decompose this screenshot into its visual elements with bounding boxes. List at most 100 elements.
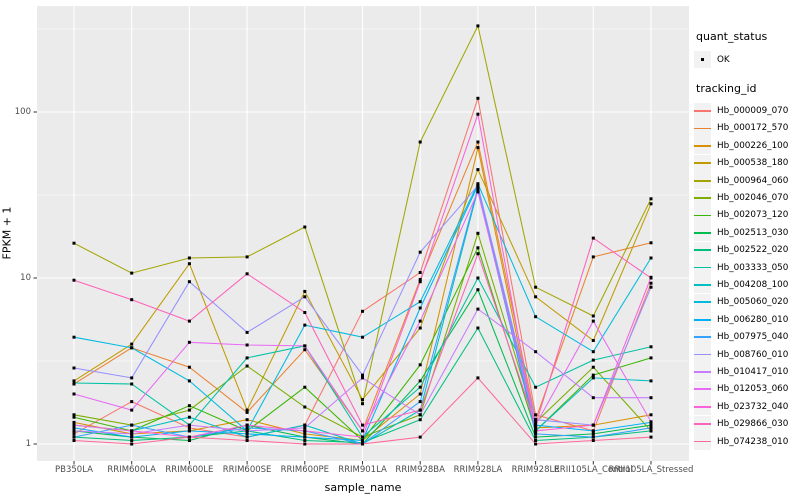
data-point	[303, 423, 307, 427]
data-point	[476, 182, 480, 186]
data-point	[591, 396, 595, 400]
legend-items-tracking-id: Hb_000009_070 Hb_000172_570 Hb_000226_100 H…	[694, 102, 799, 450]
legend-item-Hb_002513_030: Hb_002513_030	[694, 224, 799, 242]
data-point	[418, 379, 422, 383]
data-point	[591, 255, 595, 259]
data-point	[72, 413, 76, 417]
data-point	[476, 146, 480, 150]
legend-label: Hb_006280_010	[717, 314, 789, 325]
legend-item-Hb_005060_020: Hb_005060_020	[694, 293, 799, 311]
data-point	[72, 429, 76, 433]
data-point	[130, 400, 134, 404]
data-point	[534, 385, 538, 389]
legend-label: Hb_005060_020	[717, 297, 789, 308]
x-tick-label: RRIM600PE	[280, 465, 329, 475]
legend-item-Hb_002046_070: Hb_002046_070	[694, 189, 799, 207]
data-point	[361, 402, 364, 406]
legend-label: Hb_003333_050	[717, 262, 789, 273]
x-tick-label: RRII105LA_Control	[553, 465, 633, 475]
line-glyph-icon	[694, 249, 711, 252]
data-point	[476, 140, 480, 144]
legend-item-Hb_007975_040: Hb_007975_040	[694, 328, 799, 346]
data-point	[534, 423, 538, 427]
data-point	[245, 408, 249, 412]
line-glyph-icon	[694, 144, 711, 147]
data-point	[591, 314, 595, 318]
data-point	[534, 295, 538, 299]
data-point	[591, 423, 595, 427]
data-point	[591, 429, 595, 433]
data-point	[130, 408, 134, 412]
x-tick-label: RRIM600LA	[107, 465, 156, 475]
data-point	[476, 188, 480, 192]
x-tick-label: RRIM901LA	[338, 465, 387, 475]
data-point	[649, 197, 653, 201]
x-tick-label: PB350LA	[55, 465, 93, 475]
legend-item-Hb_002522_020: Hb_002522_020	[694, 241, 799, 259]
legend-key-line	[694, 189, 711, 207]
data-point	[245, 432, 249, 436]
legend-key-line	[694, 276, 711, 294]
data-point	[418, 319, 422, 323]
data-point	[418, 435, 422, 439]
line-glyph-icon	[694, 388, 711, 391]
line-glyph-icon	[694, 336, 711, 339]
line-glyph-icon	[694, 127, 711, 130]
data-point	[361, 335, 364, 339]
data-point	[534, 350, 538, 354]
legend-key-line	[694, 311, 711, 329]
data-point	[303, 442, 307, 446]
data-point	[130, 432, 134, 436]
data-point	[591, 350, 595, 354]
line-glyph-icon	[694, 284, 711, 286]
data-point	[361, 439, 364, 442]
legend-key-line	[694, 241, 711, 259]
legend-item-Hb_004208_100: Hb_004208_100	[694, 276, 799, 294]
data-point	[476, 231, 480, 235]
data-point	[130, 435, 134, 439]
data-point	[303, 289, 307, 293]
data-point	[649, 356, 653, 360]
data-point	[72, 420, 76, 424]
legend-key-line	[694, 259, 711, 277]
data-point	[303, 311, 307, 314]
line-glyph-icon	[694, 371, 711, 373]
data-point	[245, 272, 249, 276]
data-point	[72, 241, 76, 245]
legend-item-Hb_000964_060: Hb_000964_060	[694, 172, 799, 190]
data-point	[72, 435, 76, 439]
data-point	[649, 345, 653, 349]
data-point	[418, 271, 422, 274]
data-point	[534, 413, 538, 417]
legend-key-line	[694, 398, 711, 416]
data-point	[591, 373, 595, 377]
legend-item-Hb_029866_030: Hb_029866_030	[694, 415, 799, 433]
data-point	[72, 423, 76, 427]
line-glyph-icon	[694, 440, 711, 443]
data-point	[72, 379, 76, 383]
data-point	[361, 442, 364, 446]
data-point	[591, 236, 595, 240]
data-point	[187, 340, 191, 344]
data-point	[418, 385, 422, 389]
data-point	[418, 418, 422, 422]
legend-label: Hb_007975_040	[717, 332, 789, 343]
data-point	[303, 348, 307, 352]
legend-key-line	[694, 328, 711, 346]
data-point	[418, 278, 422, 281]
legend-item-Hb_002073_120: Hb_002073_120	[694, 206, 799, 224]
legend-item-Hb_003333_050: Hb_003333_050	[694, 259, 799, 277]
data-point	[187, 280, 191, 284]
data-point	[361, 429, 364, 433]
legend-label: Hb_000009_070	[717, 106, 789, 117]
legend-item-quant-ok: OK	[694, 51, 799, 69]
legend-label: Hb_000172_570	[717, 123, 789, 134]
data-point	[72, 392, 76, 396]
legend-label: Hb_002513_030	[717, 227, 789, 238]
data-point	[649, 202, 653, 206]
legend-key-line	[694, 119, 711, 137]
data-point	[418, 413, 422, 417]
data-point	[303, 439, 307, 442]
legend-key-line	[694, 380, 711, 398]
